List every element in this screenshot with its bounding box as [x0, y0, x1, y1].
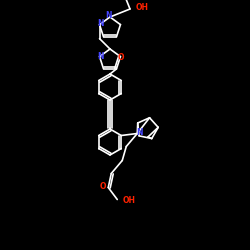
- Text: N: N: [97, 19, 104, 28]
- Text: N: N: [97, 52, 104, 61]
- Text: O: O: [100, 182, 106, 191]
- Text: N: N: [106, 12, 112, 20]
- Text: OH: OH: [122, 196, 135, 205]
- Text: O: O: [117, 53, 124, 62]
- Text: N: N: [136, 128, 142, 137]
- Text: OH: OH: [136, 4, 149, 13]
